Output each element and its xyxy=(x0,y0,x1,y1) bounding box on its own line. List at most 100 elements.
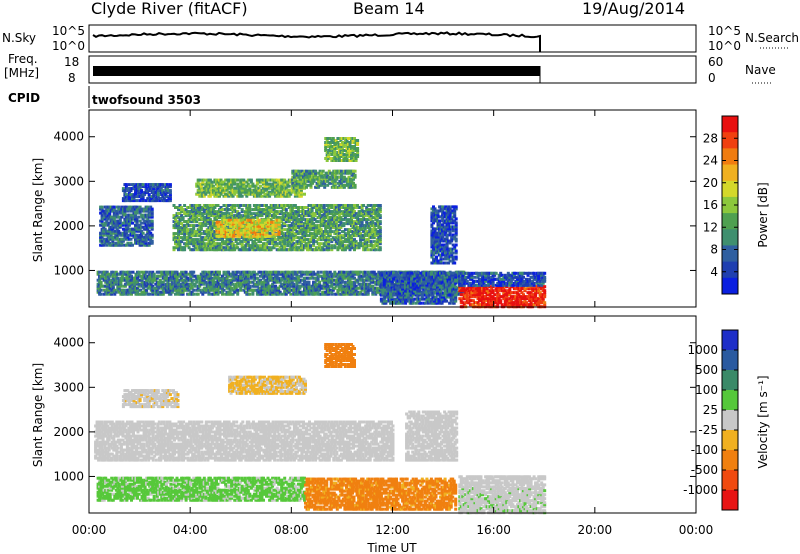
range-gate-cell xyxy=(177,288,180,292)
range-gate-cell xyxy=(374,292,378,296)
range-gate-cell xyxy=(295,282,299,286)
range-gate-cell xyxy=(334,280,338,284)
range-gate-cell xyxy=(327,284,331,288)
range-gate-cell xyxy=(307,286,311,290)
range-gate-cell xyxy=(343,280,347,284)
range-gate-cell xyxy=(368,208,372,212)
range-gate-cell xyxy=(117,280,121,284)
freq-label-2: [MHz] xyxy=(4,66,40,80)
range-gate-cell xyxy=(181,282,185,286)
range-gate-cell xyxy=(195,280,199,284)
range-gate-cell xyxy=(255,272,259,276)
range-gate-cell xyxy=(124,229,128,233)
range-gate-cell xyxy=(371,276,375,280)
range-gate-cell xyxy=(240,276,244,280)
range-gate-cell xyxy=(109,219,113,223)
range-gate-cell xyxy=(363,288,367,292)
range-gate-cell xyxy=(181,272,185,276)
range-gate-cell xyxy=(252,278,256,282)
range-gate-cell xyxy=(135,239,139,243)
range-gate-cell xyxy=(99,280,103,284)
range-gate-cell xyxy=(118,211,122,215)
range-gate-cell xyxy=(195,278,199,282)
range-gate-cell xyxy=(371,220,375,224)
range-gate-cell xyxy=(318,292,322,296)
range-gate-cell xyxy=(298,286,302,290)
range-gate-cell xyxy=(339,282,343,286)
range-gate-cell xyxy=(216,274,220,278)
range-gate-cell xyxy=(196,274,200,278)
range-gate-cell xyxy=(109,207,113,211)
range-gate-cell xyxy=(210,270,214,274)
range-gate-cell xyxy=(284,208,288,212)
range-gate-cell xyxy=(286,272,290,276)
range-gate-cell xyxy=(99,288,103,292)
range-gate-cell xyxy=(100,235,104,239)
range-gate-cell xyxy=(213,276,217,280)
cpid-value: twofsound 3503 xyxy=(92,93,201,107)
range-gate-cell xyxy=(109,221,113,225)
range-gate-cell xyxy=(211,278,215,282)
range-gate-cell xyxy=(319,270,323,274)
range-gate-cell xyxy=(359,270,363,274)
range-gate-cell xyxy=(158,274,162,278)
range-gate-cell xyxy=(128,272,132,276)
range-gate-cell xyxy=(124,243,128,247)
range-gate-cell xyxy=(330,272,334,276)
range-gate-cell xyxy=(375,276,379,280)
range-gate-cell xyxy=(170,282,174,286)
range-gate-cell xyxy=(196,286,200,290)
range-gate-cell xyxy=(259,278,262,282)
range-gate-cell xyxy=(115,211,119,215)
range-gate-cell xyxy=(196,276,200,280)
range-gate-cell xyxy=(353,290,356,294)
range-gate-cell xyxy=(103,223,107,227)
range-gate-cell xyxy=(205,286,209,290)
range-gate-cell xyxy=(136,282,139,286)
range-gate-cell xyxy=(324,290,328,294)
range-gate-cell xyxy=(111,284,115,288)
range-gate-cell xyxy=(108,286,112,290)
range-gate-cell xyxy=(135,241,139,245)
range-gate-cell xyxy=(248,270,252,274)
range-gate-cell xyxy=(102,231,106,235)
range-gate-cell xyxy=(359,290,363,294)
range-gate-cell xyxy=(180,276,184,280)
range-gate-cell xyxy=(122,292,126,296)
range-gate-cell xyxy=(260,204,264,207)
range-gate-cell xyxy=(131,207,134,211)
range-gate-cell xyxy=(298,280,302,284)
range-gate-cell xyxy=(122,288,126,292)
range-gate-cell xyxy=(114,270,118,274)
range-gate-cell xyxy=(301,292,305,296)
range-gate-cell xyxy=(134,235,137,239)
range-gate-cell xyxy=(378,278,382,282)
range-gate-cell xyxy=(345,270,349,274)
range-gate-cell xyxy=(343,276,347,280)
range-gate-cell xyxy=(372,270,376,274)
range-gate-cell xyxy=(295,278,299,282)
range-gate-cell xyxy=(152,272,156,276)
range-gate-cell xyxy=(148,280,152,284)
range-gate-cell xyxy=(111,276,115,280)
range-gate-cell xyxy=(327,290,331,294)
range-gate-cell xyxy=(280,292,284,296)
range-gate-cell xyxy=(257,278,261,282)
range-gate-cell xyxy=(283,270,287,274)
range-gate-cell xyxy=(211,288,215,292)
range-gate-cell xyxy=(108,241,112,245)
range-gate-cell xyxy=(107,284,111,288)
range-gate-cell xyxy=(239,280,243,284)
range-gate-cell xyxy=(234,286,238,290)
range-gate-cell xyxy=(286,284,290,288)
range-gate-cell xyxy=(215,290,218,294)
range-gate-cell xyxy=(99,211,103,215)
range-gate-cell xyxy=(290,278,294,282)
range-gate-cell xyxy=(158,278,162,282)
range-gate-cell xyxy=(221,292,224,296)
range-gate-cell xyxy=(140,221,144,225)
range-gate-cell xyxy=(108,211,112,215)
range-gate-cell xyxy=(174,232,177,236)
range-gate-cell xyxy=(216,204,220,207)
range-gate-cell xyxy=(205,284,209,288)
